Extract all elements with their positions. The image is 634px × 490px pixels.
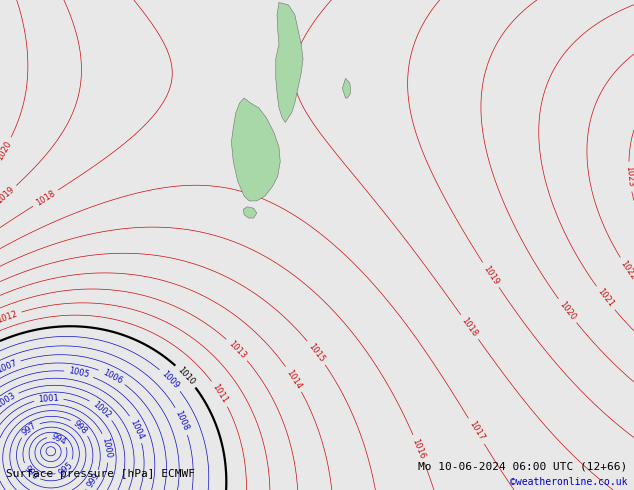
Text: 999: 999 [86, 471, 101, 489]
Text: 1008: 1008 [174, 410, 190, 433]
Text: 1011: 1011 [210, 383, 230, 405]
Text: 995: 995 [56, 460, 75, 477]
Text: 1023: 1023 [624, 166, 634, 188]
Text: 1019: 1019 [481, 264, 500, 286]
Text: 1007: 1007 [0, 358, 18, 374]
Text: 1012: 1012 [0, 309, 19, 324]
Text: Surface pressure [hPa] ECMWF: Surface pressure [hPa] ECMWF [6, 469, 195, 479]
Text: 1005: 1005 [68, 367, 90, 380]
Text: 997: 997 [20, 421, 39, 438]
Text: 1020: 1020 [0, 139, 13, 162]
Text: 1000: 1000 [101, 437, 113, 459]
Polygon shape [342, 78, 351, 98]
Text: 994: 994 [49, 431, 67, 446]
Text: 1004: 1004 [128, 417, 145, 441]
Text: 996: 996 [22, 464, 39, 481]
Text: 1001: 1001 [38, 393, 60, 404]
Text: 1019: 1019 [0, 185, 16, 206]
Text: 1015: 1015 [306, 342, 327, 364]
Text: ©weatheronline.co.uk: ©weatheronline.co.uk [510, 477, 628, 487]
Text: 1022: 1022 [619, 259, 634, 281]
Text: Mo 10-06-2024 06:00 UTC (12+66): Mo 10-06-2024 06:00 UTC (12+66) [418, 462, 628, 471]
Text: 1021: 1021 [595, 287, 616, 309]
Polygon shape [231, 98, 280, 201]
Text: 1003: 1003 [0, 391, 17, 410]
Text: 1014: 1014 [285, 368, 303, 391]
Polygon shape [243, 207, 257, 218]
Text: 1006: 1006 [101, 368, 124, 386]
Text: 1020: 1020 [557, 300, 578, 322]
Text: 1013: 1013 [226, 339, 248, 360]
Text: 998: 998 [72, 418, 89, 436]
Text: 1009: 1009 [160, 369, 181, 391]
Text: 1010: 1010 [176, 366, 197, 387]
Text: 1017: 1017 [467, 420, 486, 442]
Polygon shape [276, 2, 303, 122]
Text: 1018: 1018 [34, 189, 57, 208]
Text: 1018: 1018 [460, 316, 479, 338]
Text: 1016: 1016 [411, 437, 427, 460]
Text: 1002: 1002 [91, 399, 112, 420]
